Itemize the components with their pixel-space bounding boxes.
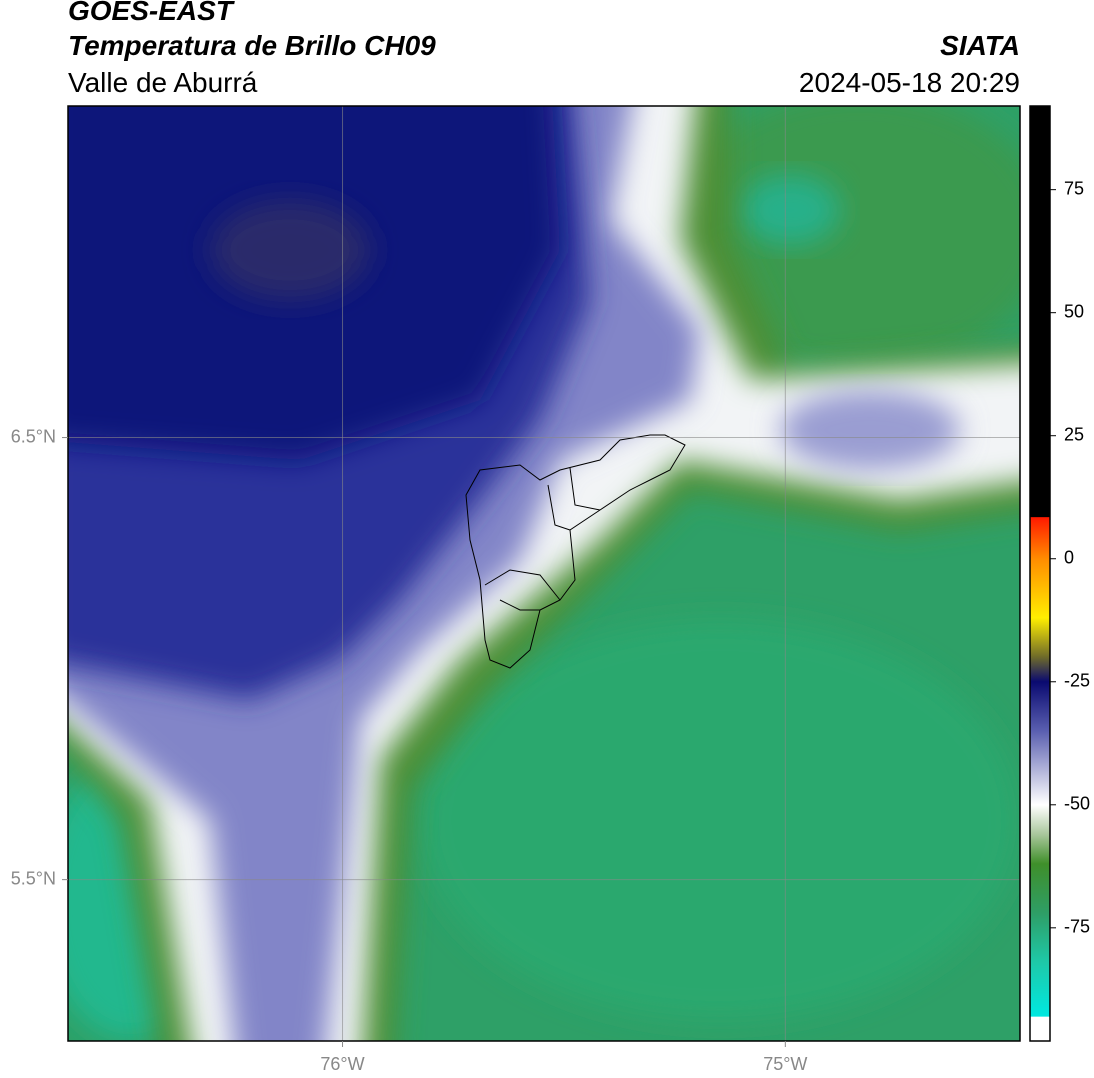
- colorbar-tick-label: -25: [1064, 671, 1090, 691]
- datetime: 2024-05-18 20:29: [799, 67, 1020, 98]
- lat-label: 5.5°N: [11, 868, 56, 888]
- colorbar-tick-label: 50: [1064, 301, 1084, 321]
- map-frame: [67, 105, 1021, 1042]
- colorbar-tick-label: 0: [1064, 547, 1074, 567]
- colorbar-tick-label: 25: [1064, 424, 1084, 444]
- valle-aburra-outline: [465, 434, 686, 669]
- title: GOES-EAST: [68, 0, 236, 26]
- colorbar-tick-label: -75: [1064, 917, 1090, 937]
- colorbar: [1029, 105, 1051, 1042]
- subtitle: Temperatura de Brillo CH09: [68, 30, 436, 61]
- satellite-image: [68, 106, 1020, 1041]
- source: SIATA: [940, 30, 1020, 61]
- lon-label: 76°W: [320, 1054, 364, 1074]
- lon-label: 75°W: [763, 1054, 807, 1074]
- lat-label: 6.5°N: [11, 426, 56, 446]
- colorbar-tick-label: 75: [1064, 178, 1084, 198]
- graticule: [68, 106, 1020, 1041]
- colorbar-tick-label: -50: [1064, 794, 1090, 814]
- region: Valle de Aburrá: [68, 67, 258, 98]
